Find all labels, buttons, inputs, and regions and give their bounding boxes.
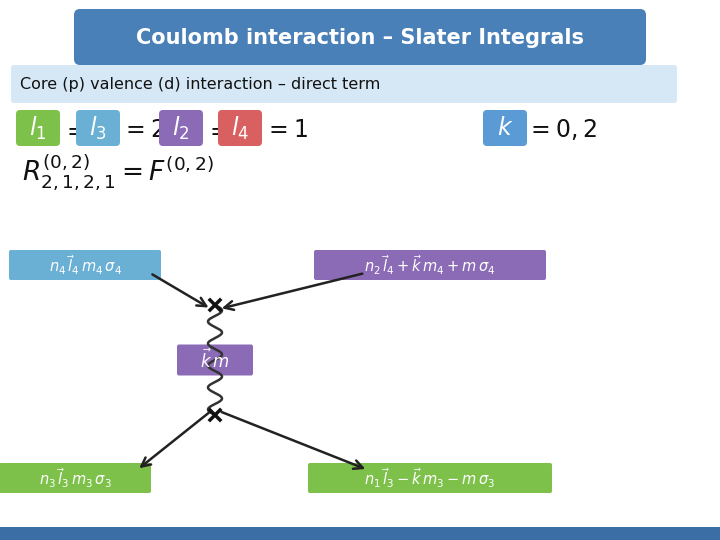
Text: $= 1$: $= 1$ — [264, 118, 307, 142]
Text: $\vec{k}\,m$: $\vec{k}\,m$ — [200, 348, 230, 372]
Text: $R_{2,1,2,1}^{(0,2)} = F^{(0,2)}$: $R_{2,1,2,1}^{(0,2)} = F^{(0,2)}$ — [22, 152, 214, 192]
FancyBboxPatch shape — [177, 345, 253, 375]
Text: $n_4\,\vec{l}_4\,m_4\,\sigma_4$: $n_4\,\vec{l}_4\,m_4\,\sigma_4$ — [48, 253, 122, 277]
Text: $= 0, 2$: $= 0, 2$ — [526, 118, 597, 143]
FancyBboxPatch shape — [76, 110, 120, 146]
Text: $l_2$: $l_2$ — [172, 114, 189, 141]
FancyBboxPatch shape — [314, 250, 546, 280]
Text: $n_1\,\vec{l}_3 - \vec{k}\,m_3 - m\,\sigma_3$: $n_1\,\vec{l}_3 - \vec{k}\,m_3 - m\,\sig… — [364, 466, 495, 490]
Text: $l_3$: $l_3$ — [89, 114, 107, 141]
FancyBboxPatch shape — [74, 9, 646, 65]
Text: $l_1$: $l_1$ — [30, 114, 47, 141]
Text: $=$: $=$ — [62, 118, 86, 142]
FancyBboxPatch shape — [16, 110, 60, 146]
Text: $l_4$: $l_4$ — [231, 114, 249, 141]
FancyBboxPatch shape — [218, 110, 262, 146]
Text: $n_2\,\vec{l}_4 + \vec{k}\,m_4 + m\,\sigma_4$: $n_2\,\vec{l}_4 + \vec{k}\,m_4 + m\,\sig… — [364, 253, 496, 277]
Text: $n_3\,\vec{l}_3\,m_3\,\sigma_3$: $n_3\,\vec{l}_3\,m_3\,\sigma_3$ — [39, 466, 112, 490]
FancyBboxPatch shape — [9, 250, 161, 280]
FancyBboxPatch shape — [11, 65, 677, 103]
Text: $=$: $=$ — [205, 118, 229, 142]
Text: Core (p) valence (d) interaction – direct term: Core (p) valence (d) interaction – direc… — [20, 78, 380, 92]
Bar — [0, 527, 720, 540]
Text: Coulomb interaction – Slater Integrals: Coulomb interaction – Slater Integrals — [136, 28, 584, 48]
FancyBboxPatch shape — [308, 463, 552, 493]
Text: $k$: $k$ — [497, 116, 513, 140]
FancyBboxPatch shape — [483, 110, 527, 146]
Text: $= 2,$: $= 2,$ — [121, 118, 172, 143]
FancyBboxPatch shape — [159, 110, 203, 146]
FancyBboxPatch shape — [0, 463, 151, 493]
